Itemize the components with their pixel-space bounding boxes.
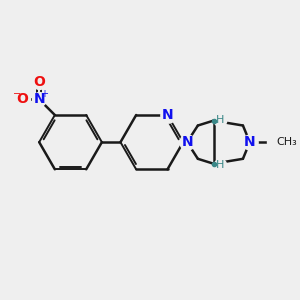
Text: N: N: [162, 108, 173, 122]
Text: H: H: [216, 115, 225, 124]
Text: H: H: [216, 160, 225, 170]
Text: −: −: [13, 89, 21, 99]
Text: N: N: [244, 135, 256, 149]
Text: O: O: [16, 92, 28, 106]
Text: N: N: [33, 92, 45, 106]
Text: +: +: [40, 89, 48, 99]
Text: N: N: [181, 135, 193, 149]
Text: CH₃: CH₃: [276, 137, 297, 147]
Text: O: O: [33, 75, 45, 89]
